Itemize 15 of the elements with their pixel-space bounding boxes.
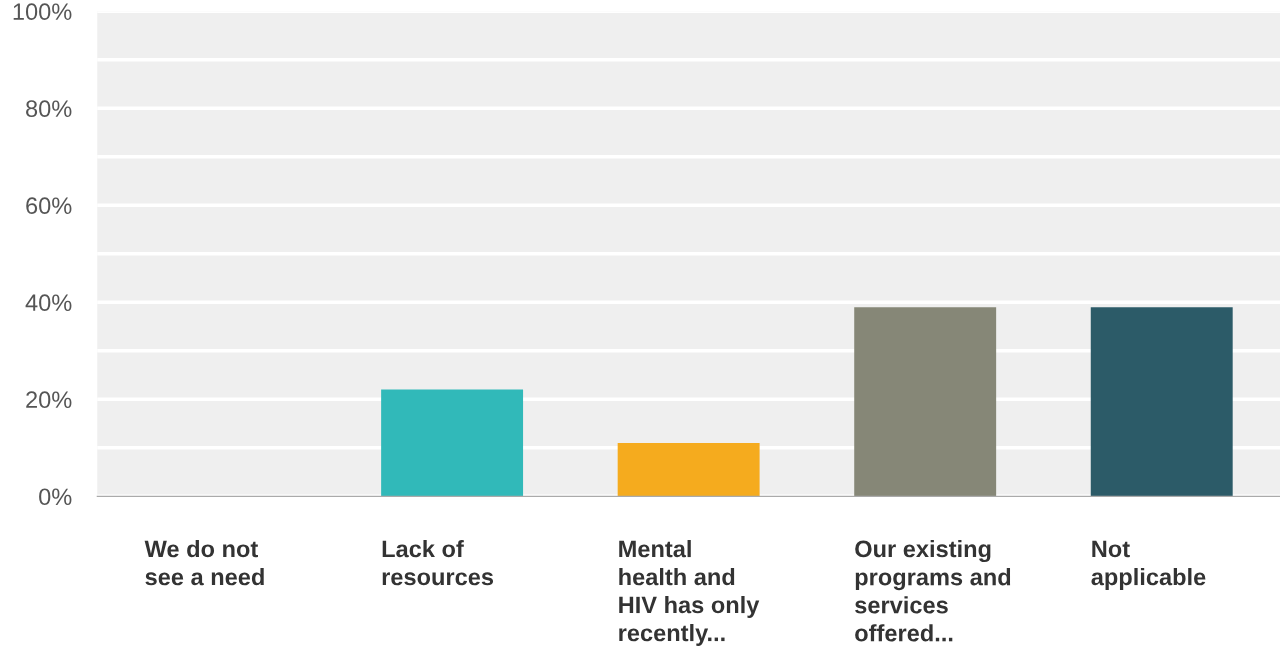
x-tick-label: Lack of resources xyxy=(382,539,494,586)
y-tick-label: 40% xyxy=(25,294,72,312)
y-tick-label: 20% xyxy=(26,391,72,409)
x-tick-label: We do not see a need xyxy=(144,539,264,586)
bar xyxy=(854,307,997,497)
y-tick-label: 0% xyxy=(39,488,72,506)
bar xyxy=(1090,307,1233,497)
bar xyxy=(381,389,524,497)
x-tick-label: Not applicable xyxy=(1091,540,1206,590)
y-tick-label: 60% xyxy=(26,197,72,215)
x-tick-label: Mental health and HIV has only recently... xyxy=(619,539,760,646)
y-tick-label: 100% xyxy=(13,3,72,21)
bar xyxy=(617,442,760,497)
x-tick-label: Our existing programs and services offered... xyxy=(855,539,1011,642)
y-tick-label: 80% xyxy=(26,100,72,118)
